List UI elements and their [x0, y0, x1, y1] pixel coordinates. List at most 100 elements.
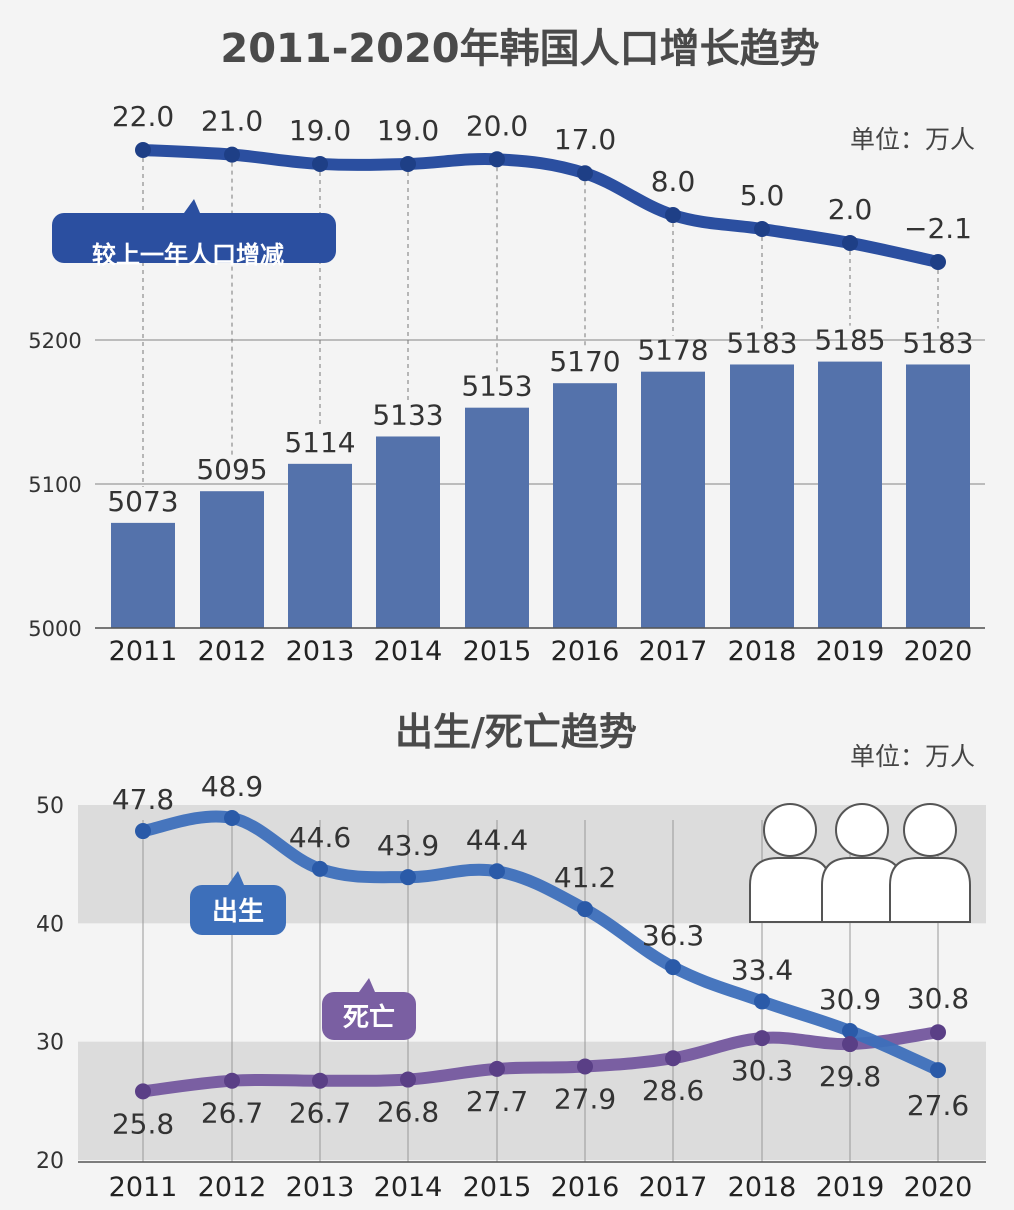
x-tick-label: 2014 [374, 1172, 443, 1203]
death-value-label: 30.3 [731, 1054, 793, 1087]
series-badge-death [322, 992, 416, 1040]
y-tick-label: 20 [36, 1149, 64, 1174]
change-point-2020 [930, 254, 946, 270]
x-tick-label: 2013 [286, 636, 355, 667]
person-body-icon [889, 857, 971, 923]
x-tick-label: 2011 [109, 636, 178, 667]
person-head-icon [835, 803, 889, 857]
x-tick-label: 2013 [286, 1172, 355, 1203]
birth-value-label: 43.9 [377, 829, 439, 862]
death-value-label: 26.7 [201, 1097, 263, 1130]
series-line-death [137, 1026, 944, 1098]
bar-value-label: 5114 [284, 426, 355, 459]
x-tick-label: 2017 [639, 1172, 708, 1203]
change-point-2018 [754, 221, 770, 238]
series-badge-birth-label: 出生 [212, 897, 264, 927]
bar-2013 [288, 463, 352, 628]
death-point-2018 [754, 1030, 770, 1047]
change-value-label: 19.0 [377, 114, 439, 147]
x-tick-label: 2015 [463, 636, 532, 667]
change-point-2017 [665, 207, 681, 224]
person-body-icon [749, 857, 831, 923]
x-tick-label: 2019 [816, 636, 885, 667]
change-value-label: 22.0 [112, 100, 174, 133]
birth-point-2020 [930, 1062, 946, 1079]
x-tick-label: 2018 [728, 636, 797, 667]
band-20-30 [78, 1041, 986, 1160]
bar-value-label: 5178 [637, 334, 708, 367]
change-point-2014 [400, 155, 416, 172]
y-tick-label: 50 [36, 794, 64, 819]
chart-title: 2011-2020年韩国人口增长趋势 [220, 26, 819, 72]
birth-point-2019 [842, 1023, 858, 1040]
bar-value-label: 5183 [902, 326, 973, 359]
death-value-label: 27.9 [554, 1083, 616, 1116]
x-tick-label: 2020 [904, 636, 973, 667]
x-tick-label: 2015 [463, 1172, 532, 1203]
bar-2020 [906, 364, 970, 628]
birth-point-2012 [224, 810, 240, 827]
change-point-2016 [577, 165, 593, 182]
change-value-label: 8.0 [651, 165, 696, 198]
y-tick-label: 5100 [28, 473, 81, 497]
death-value-label: 29.8 [819, 1060, 881, 1093]
bar-2015 [465, 407, 529, 628]
bar-2016 [553, 383, 617, 628]
change-value-label: 19.0 [289, 114, 351, 147]
death-point-2019 [842, 1036, 858, 1053]
birth-value-label: 33.4 [731, 953, 793, 986]
y-tick-label: 40 [36, 912, 64, 937]
death-value-label: 26.7 [289, 1097, 351, 1130]
death-point-2014 [400, 1071, 416, 1088]
y-tick-label: 30 [36, 1031, 64, 1056]
series-badge-birth [190, 885, 286, 935]
birth-point-2013 [312, 860, 328, 877]
x-tick-label: 2019 [816, 1172, 885, 1203]
change-point-2019 [842, 234, 858, 251]
birth-point-2017 [665, 959, 681, 976]
bar-value-label: 5153 [461, 370, 532, 403]
unit-label-top: 单位：万人 [850, 125, 975, 154]
x-tick-label: 2017 [639, 636, 708, 667]
person-head-icon [903, 803, 957, 857]
change-point-2012 [224, 146, 240, 163]
birth-value-label: 30.9 [819, 983, 881, 1016]
bar-value-label: 5133 [372, 398, 443, 431]
birth-point-2015 [489, 863, 505, 880]
birth-point-2014 [400, 869, 416, 886]
birth-value-label: 47.8 [112, 783, 174, 816]
change-value-label: 21.0 [201, 105, 263, 138]
bar-value-label: 5170 [549, 345, 620, 378]
death-point-2011 [135, 1083, 151, 1100]
bar-2014 [376, 436, 440, 628]
bar-value-label: 5185 [814, 324, 885, 357]
x-tick-label: 2012 [198, 636, 267, 667]
bar-value-label: 5183 [726, 326, 797, 359]
death-point-2013 [312, 1072, 328, 1089]
series-badge-change [52, 213, 336, 263]
person-head-icon [763, 803, 817, 857]
series-badge-change-label: 较上一年人口增减 [92, 241, 284, 269]
x-tick-label: 2020 [904, 1172, 973, 1203]
death-value-label: 30.8 [907, 982, 969, 1015]
y-tick-label: 5000 [28, 617, 81, 641]
death-value-label: 25.8 [112, 1107, 174, 1140]
x-tick-label: 2014 [374, 636, 443, 667]
change-point-2013 [312, 155, 328, 172]
birth-value-label: 36.3 [642, 919, 704, 952]
death-point-2012 [224, 1072, 240, 1089]
change-point-2011 [135, 142, 151, 158]
birth-value-label: 48.9 [201, 770, 263, 803]
change-value-label: −2.1 [904, 212, 972, 245]
change-value-label: 17.0 [554, 123, 616, 156]
series-badge-birth-pointer [228, 871, 244, 885]
death-value-label: 26.8 [377, 1096, 439, 1129]
x-tick-label: 2011 [109, 1172, 178, 1203]
birth-value-label: 44.4 [466, 823, 528, 856]
bar-value-label: 5073 [107, 485, 178, 518]
birth-point-2018 [754, 993, 770, 1010]
death-value-label: 28.6 [642, 1074, 704, 1107]
bar-2012 [200, 491, 264, 628]
